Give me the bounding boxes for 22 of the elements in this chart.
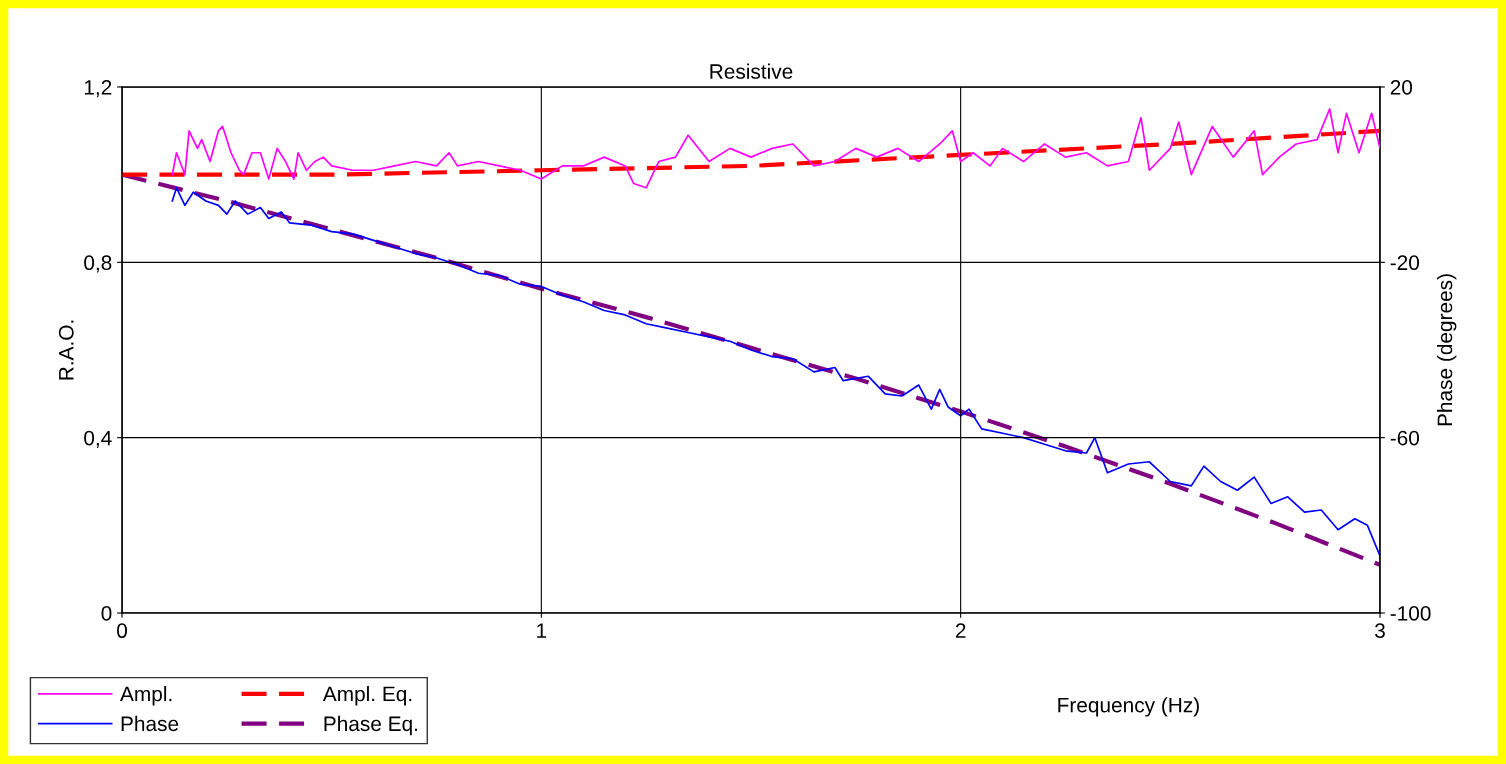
legend-label: Ampl. bbox=[120, 685, 172, 706]
x-tick-label: 2 bbox=[955, 623, 966, 638]
line-series bbox=[171, 108, 1380, 189]
legend-label: Phase Eq. bbox=[324, 715, 418, 736]
y-tick-label: 1,2 bbox=[84, 80, 112, 98]
x-tick-label: 1 bbox=[537, 623, 547, 638]
x-axis-title: Frequency (Hz) bbox=[1058, 697, 1199, 717]
legend-label: Phase bbox=[121, 715, 179, 732]
chart-title: Resistive bbox=[710, 63, 793, 79]
y-tick-label: 0,8 bbox=[84, 255, 112, 273]
y2-axis-title: Phase (degrees) bbox=[1436, 274, 1457, 426]
x-tick-label: 3 bbox=[1375, 623, 1385, 639]
y2-tick-label: 20 bbox=[1390, 80, 1413, 95]
y-tick-label: 0 bbox=[101, 606, 112, 621]
x-tick-label: 0 bbox=[117, 623, 127, 639]
legend-label: Ampl. Eq. bbox=[322, 685, 412, 706]
line-series bbox=[122, 128, 1380, 177]
y-axis-title: R.A.O. bbox=[58, 320, 74, 380]
y2-tick-label: -60 bbox=[1390, 430, 1420, 446]
y2-tick-label: -100 bbox=[1390, 606, 1431, 621]
y2-tick-label: -20 bbox=[1390, 255, 1420, 271]
y-tick-label: 0,4 bbox=[84, 430, 112, 448]
